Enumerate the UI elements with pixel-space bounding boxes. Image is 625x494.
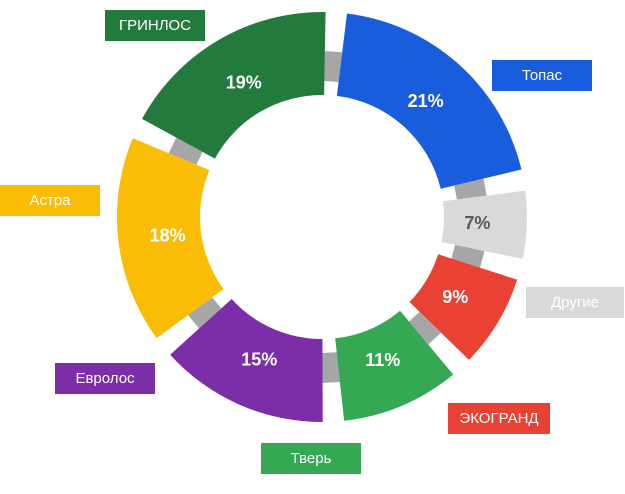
donut-segments [117,11,527,422]
legend-item-grinlos: ГРИНЛОС [105,10,205,41]
segment-0 [336,13,522,189]
connector-4 [188,297,222,329]
segment-value-label: 11% [365,350,400,370]
connector-0 [454,178,487,200]
segment-value-label: 7% [464,213,490,233]
connector-5 [168,137,203,165]
segment-value-label: 21% [408,91,444,111]
segment-value-labels: 21% 7% 9% 11% 15% 18% 19% [150,73,491,371]
legend-item-drugie: Другие [526,287,624,318]
legend-item-tver: Тверь [261,443,361,474]
legend-item-astra: Астра [0,185,100,216]
connector-3 [322,352,340,383]
segment-value-label: 18% [150,225,186,245]
legend-item-ekogrand: ЭКОГРАНД [448,403,550,434]
segment-4 [170,298,323,422]
segment-value-label: 15% [241,349,277,369]
segment-1 [441,190,527,259]
segment-3 [335,310,454,421]
connector-1 [451,244,485,268]
segment-6 [142,11,326,159]
segment-2 [409,254,518,360]
connector-2 [409,311,442,345]
segment-5 [117,138,224,339]
segment-value-label: 9% [442,287,468,307]
legend-item-topas: Топас [492,60,592,91]
legend-item-evrolos: Евролос [55,363,155,394]
segment-value-label: 19% [226,73,262,93]
segment-connectors [168,51,487,383]
connector-6 [324,51,343,83]
